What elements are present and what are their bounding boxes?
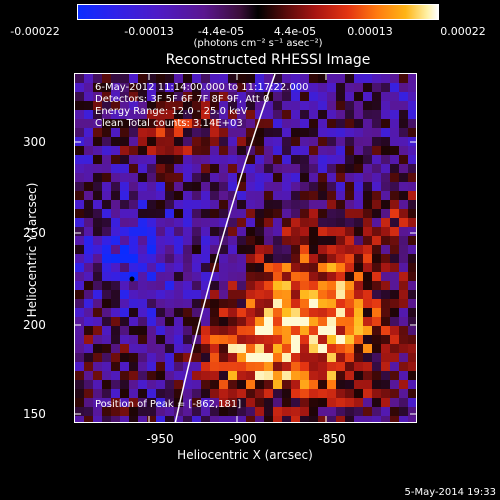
solar-limb-line	[174, 74, 276, 422]
colorbar-tick-label: -0.00013	[124, 25, 174, 38]
colorbar-tick-label: -0.00022	[10, 25, 60, 38]
x-tick-label: -950	[146, 432, 174, 446]
colorbar-tick-label: -4.4e-05	[197, 25, 245, 38]
marker-dot	[129, 276, 135, 282]
y-tick-label: 300	[23, 135, 46, 149]
x-axis-label: Heliocentric X (arcsec)	[177, 448, 313, 462]
x-tick-label: -900	[229, 432, 257, 446]
y-tick-label: 200	[23, 318, 46, 332]
plot-title: Reconstructed RHESSI Image	[165, 52, 371, 68]
colorbar	[77, 4, 439, 20]
rhessi-image	[75, 74, 416, 422]
x-tick-label: -850	[318, 432, 346, 446]
info-time-range: 6-May-2012 11:14:00.000 to 11:17:22.000	[95, 82, 309, 93]
info-energy-range: Energy Range: 12.0 - 25.0 keV	[95, 106, 248, 117]
peak-position: Position of Peak = [-862,181]	[95, 399, 242, 410]
colorbar-tick-label: 4.4e-05	[273, 25, 317, 38]
colorbar-units: (photons cm⁻² s⁻¹ asec⁻²)	[193, 38, 323, 49]
colorbar-tick-label: 0.00022	[440, 25, 486, 38]
plot-timestamp: 5-May-2014 19:33	[404, 487, 496, 498]
y-tick-label: 250	[23, 226, 46, 240]
y-axis-label: Heliocentric Y (arcsec)	[25, 182, 39, 318]
info-total-counts: Clean Total counts: 3.14E+03	[95, 118, 243, 129]
image-plot: 6-May-2012 11:14:00.000 to 11:17:22.000 …	[74, 73, 417, 423]
y-tick-label: 150	[23, 407, 46, 421]
colorbar-tick-label: 0.00013	[347, 25, 393, 38]
info-detectors: Detectors: 3F 5F 6F 7F 8F 9F, Att 0	[95, 94, 270, 105]
